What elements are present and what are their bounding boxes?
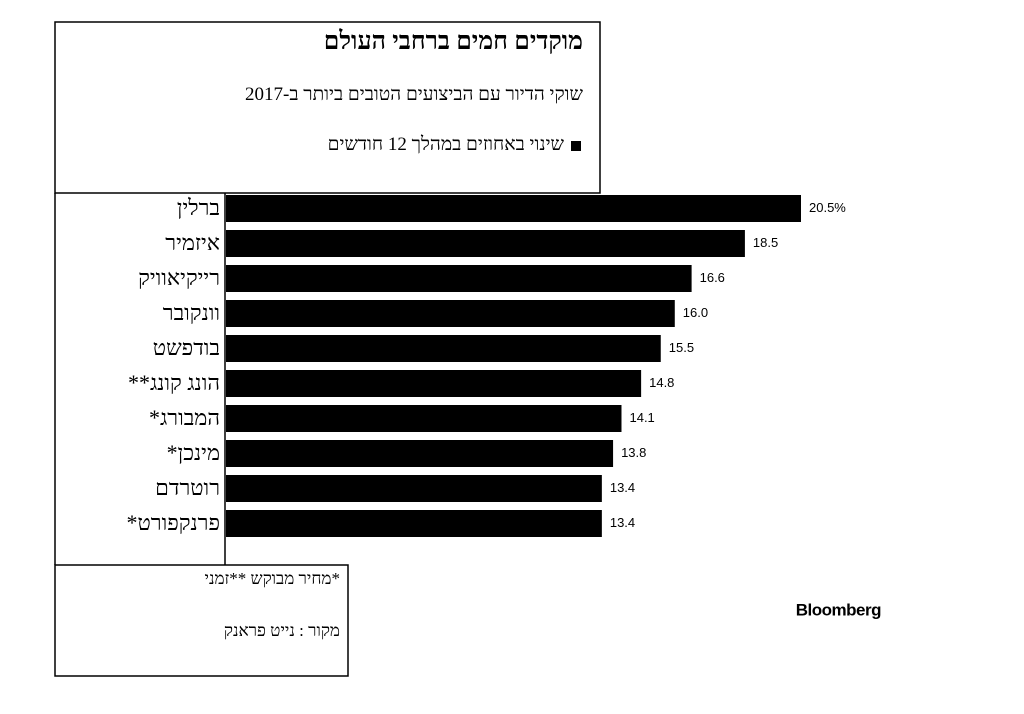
footnote: *מחיר מבוקש **זמני (204, 569, 340, 588)
bar (226, 475, 602, 502)
bar (226, 510, 602, 537)
frame (54, 21, 601, 677)
brand: Bloomberg (796, 600, 881, 619)
category-label: המבורג* (149, 405, 220, 430)
category-label: הונג קונג** (127, 370, 220, 395)
category-label: רוטרדם (155, 475, 220, 500)
value-label: 14.1 (629, 410, 654, 425)
chart-title: מוקדים חמים ברחבי העולם (323, 28, 583, 55)
bar (226, 370, 642, 397)
value-label: 16.0 (683, 305, 708, 320)
category-label: איזמיר (165, 230, 220, 255)
value-label: 13.8 (621, 445, 646, 460)
category-label: מינכן* (166, 440, 220, 465)
bar (226, 230, 745, 257)
category-label: וונקובר (162, 300, 220, 325)
category-label: רייקיאוויק (138, 265, 220, 290)
value-label: 15.5 (669, 340, 694, 355)
category-label: פרנקפורט* (126, 510, 220, 535)
category-label: ברלין (176, 195, 220, 220)
bar (226, 265, 692, 292)
value-label: 14.8 (649, 375, 674, 390)
legend-swatch (571, 141, 581, 151)
chart-subtitle: שוקי הדיור עם הביצועים הטובים ביותר ב-20… (245, 84, 583, 105)
bar (226, 405, 622, 432)
value-label: 20.5% (809, 200, 846, 215)
header-box (54, 21, 601, 194)
legend-label: שינוי באחוזים במהלך 12 חודשים (327, 134, 564, 155)
bar (226, 195, 801, 222)
category-label: בודפשט (152, 335, 220, 360)
value-label: 18.5 (753, 235, 778, 250)
bar (226, 440, 614, 467)
value-label: 13.4 (610, 480, 635, 495)
value-label: 16.6 (700, 270, 725, 285)
bar (226, 300, 675, 327)
bar (226, 335, 661, 362)
source: מקור : נייט פראנק (223, 621, 340, 640)
value-label: 13.4 (610, 515, 635, 530)
footnote-box (54, 564, 349, 677)
